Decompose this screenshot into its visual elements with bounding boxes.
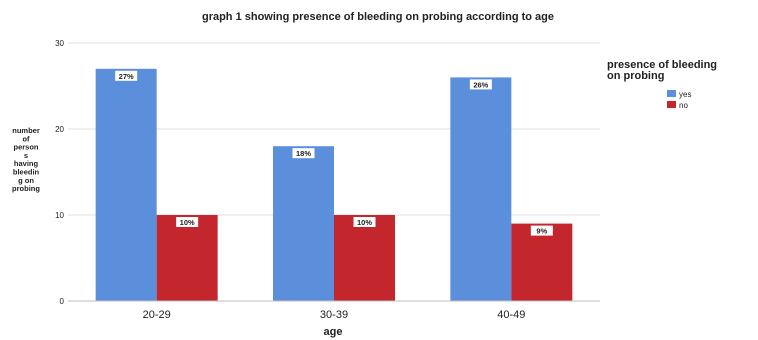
y-axis-label-line: having bbox=[14, 159, 39, 168]
y-axis-label-line: person bbox=[13, 143, 38, 152]
data-label: 27% bbox=[119, 72, 134, 81]
bar-yes-40-49 bbox=[450, 77, 512, 302]
legend-swatch-no bbox=[667, 101, 676, 108]
y-axis-label-line: probing bbox=[12, 184, 40, 193]
legend-label-no: no bbox=[679, 101, 688, 110]
y-axis-label-line: bleedin bbox=[13, 168, 40, 177]
x-axis-label: age bbox=[324, 326, 343, 338]
x-axis-ticks: 20-29 30-39 40-49 bbox=[143, 309, 526, 321]
data-label: 18% bbox=[296, 149, 311, 158]
bars: 27% 10% 18% 10% 26% 9% bbox=[95, 68, 573, 302]
data-label-box bbox=[353, 217, 376, 227]
data-label-box bbox=[530, 225, 553, 236]
data-label-box bbox=[469, 79, 492, 90]
y-tick-label: 10 bbox=[55, 211, 64, 220]
legend-title-line: on probing bbox=[607, 70, 664, 82]
data-label: 10% bbox=[180, 218, 195, 227]
data-label-box bbox=[292, 148, 315, 159]
y-axis-label-line: of bbox=[22, 134, 30, 143]
legend-label-yes: yes bbox=[679, 90, 691, 99]
chart-title: graph 1 showing presence of bleeding on … bbox=[202, 11, 554, 23]
data-label-box bbox=[176, 217, 199, 227]
bar-no-30-39 bbox=[334, 215, 395, 301]
data-label: 26% bbox=[473, 80, 488, 89]
data-label: 10% bbox=[357, 218, 372, 227]
data-label: 9% bbox=[536, 227, 547, 236]
bar-yes-30-39 bbox=[273, 146, 334, 301]
y-axis-label-line: g on bbox=[18, 176, 34, 185]
bar-no-40-49 bbox=[511, 223, 573, 301]
bar-no-20-29 bbox=[156, 215, 218, 301]
x-tick-label: 40-49 bbox=[497, 309, 525, 321]
legend-swatch-yes bbox=[667, 90, 676, 97]
x-tick-label: 30-39 bbox=[320, 309, 348, 321]
x-tick-label: 20-29 bbox=[143, 309, 171, 321]
y-tick-label: 0 bbox=[60, 297, 65, 306]
legend-title-line: presence of bleeding bbox=[607, 59, 717, 71]
bar-yes-20-29 bbox=[95, 68, 157, 301]
y-axis-label-line: number bbox=[12, 126, 40, 135]
y-axis-ticks: 0 10 20 30 bbox=[55, 39, 64, 306]
y-axis-label-line: s bbox=[24, 151, 28, 160]
y-tick-label: 30 bbox=[55, 39, 64, 48]
y-tick-label: 20 bbox=[55, 125, 64, 134]
data-label-box bbox=[115, 70, 138, 81]
